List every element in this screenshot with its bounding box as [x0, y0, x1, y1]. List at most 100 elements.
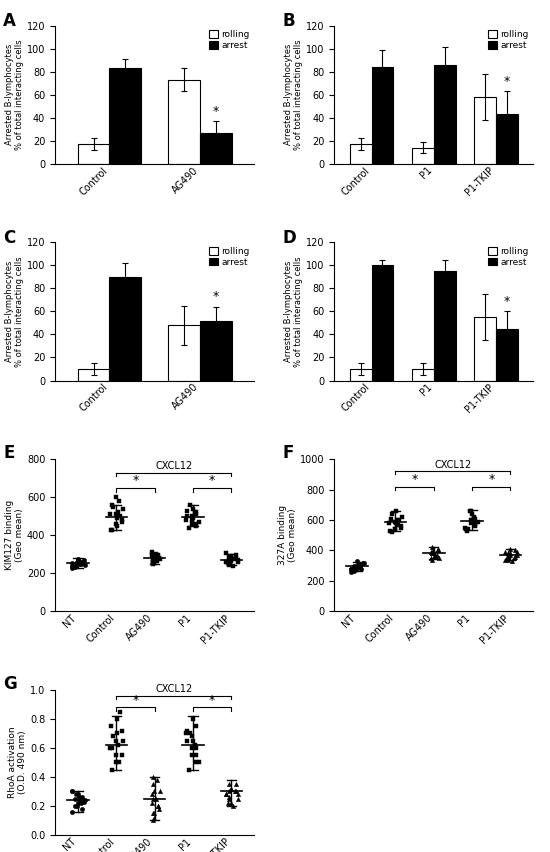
- Bar: [109, 68, 141, 164]
- Point: [503, 553, 512, 567]
- Point: [392, 504, 400, 518]
- Point: [359, 556, 367, 569]
- Point: [431, 548, 439, 561]
- Point: [352, 560, 361, 573]
- Point: [190, 738, 199, 751]
- Point: [512, 545, 521, 559]
- Point: [191, 508, 200, 521]
- Point: [195, 515, 204, 529]
- Text: E: E: [3, 444, 14, 462]
- Point: [68, 559, 76, 573]
- Point: [152, 773, 161, 786]
- Point: [148, 549, 157, 562]
- Bar: [496, 329, 518, 381]
- Point: [108, 763, 117, 776]
- Point: [116, 705, 124, 718]
- Point: [74, 554, 83, 567]
- Point: [148, 770, 157, 784]
- Point: [76, 797, 85, 810]
- Point: [222, 546, 230, 560]
- Point: [227, 554, 235, 567]
- Point: [154, 799, 163, 813]
- Point: [183, 509, 192, 523]
- Point: [227, 782, 235, 796]
- Point: [74, 553, 82, 567]
- Point: [188, 741, 196, 755]
- Y-axis label: Arrested B-lymphocytes
% of total interacting cells: Arrested B-lymphocytes % of total intera…: [4, 256, 24, 366]
- Point: [511, 544, 520, 557]
- Point: [397, 521, 405, 534]
- Point: [72, 787, 81, 801]
- Point: [68, 561, 76, 574]
- Text: CXCL12: CXCL12: [155, 461, 192, 471]
- Point: [189, 712, 198, 726]
- Point: [392, 516, 400, 530]
- Point: [350, 559, 359, 573]
- Point: [233, 555, 242, 568]
- Y-axis label: Arrested B-lymphocytes
% of total interacting cells: Arrested B-lymphocytes % of total intera…: [284, 256, 303, 366]
- Point: [148, 557, 157, 571]
- Point: [191, 741, 200, 755]
- Text: *: *: [209, 474, 215, 487]
- Point: [112, 508, 120, 521]
- Point: [189, 511, 198, 525]
- Point: [353, 561, 361, 575]
- Point: [350, 564, 359, 578]
- Point: [150, 555, 159, 568]
- Point: [183, 734, 191, 747]
- Point: [224, 557, 233, 571]
- Point: [224, 558, 233, 572]
- Text: *: *: [488, 473, 494, 486]
- Legend: rolling, arrest: rolling, arrest: [488, 247, 529, 267]
- Point: [223, 556, 232, 570]
- Point: [113, 738, 122, 751]
- Point: [230, 552, 239, 566]
- Point: [507, 555, 516, 568]
- Point: [461, 522, 470, 536]
- Point: [108, 523, 117, 537]
- Point: [506, 548, 515, 561]
- Point: [73, 799, 81, 813]
- Point: [156, 552, 164, 566]
- Point: [112, 519, 121, 532]
- Point: [393, 518, 402, 532]
- Point: [227, 797, 235, 810]
- Point: [397, 510, 406, 524]
- Point: [353, 559, 362, 573]
- Point: [155, 802, 164, 815]
- Point: [468, 513, 477, 527]
- Point: [505, 542, 514, 556]
- Bar: [474, 97, 496, 164]
- Point: [188, 517, 196, 531]
- Text: G: G: [3, 676, 17, 694]
- Point: [74, 797, 82, 810]
- Point: [148, 777, 157, 791]
- Text: *: *: [213, 291, 219, 303]
- Bar: [412, 147, 434, 164]
- Point: [118, 515, 127, 529]
- Point: [387, 512, 396, 526]
- Point: [188, 729, 196, 743]
- Text: *: *: [209, 694, 215, 706]
- Point: [471, 520, 480, 533]
- Point: [435, 551, 444, 565]
- Point: [116, 509, 124, 523]
- Point: [233, 787, 242, 801]
- Point: [79, 795, 88, 809]
- Point: [191, 505, 200, 519]
- Bar: [474, 317, 496, 381]
- Y-axis label: Arrested B-lymphocytes
% of total interacting cells: Arrested B-lymphocytes % of total intera…: [4, 39, 24, 150]
- Bar: [371, 266, 393, 381]
- Point: [513, 548, 521, 561]
- Point: [112, 734, 120, 747]
- Bar: [109, 277, 141, 381]
- Point: [222, 787, 231, 801]
- Point: [224, 792, 233, 805]
- Point: [467, 513, 476, 527]
- Point: [148, 553, 157, 567]
- Point: [347, 565, 356, 579]
- Point: [148, 814, 157, 827]
- Point: [183, 723, 192, 737]
- Point: [465, 504, 474, 518]
- Point: [107, 523, 116, 537]
